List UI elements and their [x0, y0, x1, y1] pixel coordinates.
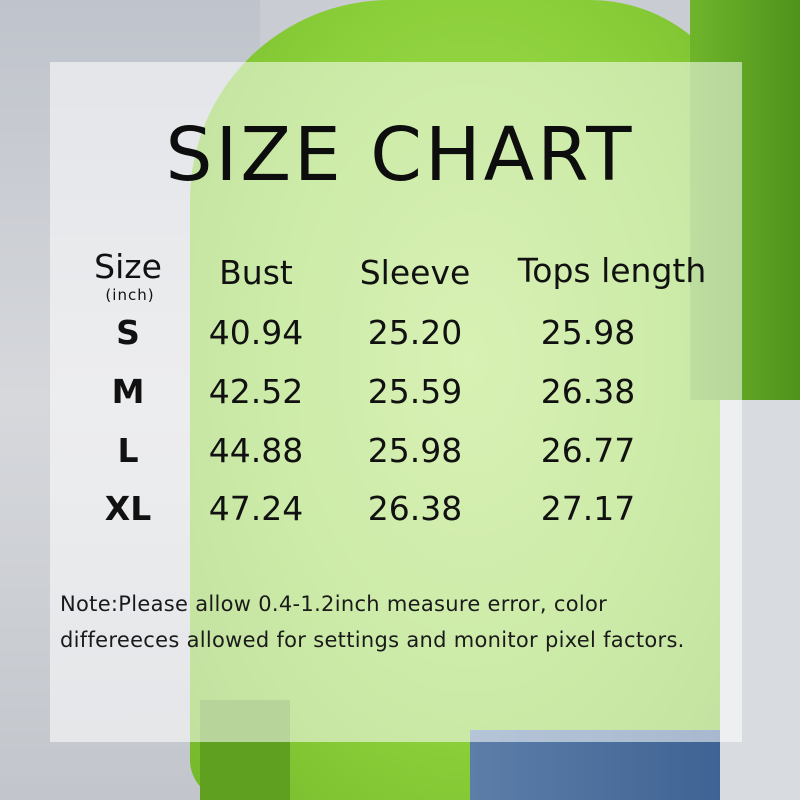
cell-tops-length: 27.17 — [540, 489, 636, 528]
cell-bust: 40.94 — [208, 313, 304, 352]
cell-sleeve: 25.59 — [367, 372, 463, 411]
header-sleeve: Sleeve — [359, 253, 471, 292]
chart-title: SIZE CHART — [165, 112, 635, 198]
note-line-1: Note:Please allow 0.4-1.2inch measure er… — [60, 592, 608, 616]
header-bust: Bust — [219, 253, 293, 292]
cell-size: L — [117, 431, 139, 470]
size-chart-panel — [50, 62, 742, 742]
cell-bust: 42.52 — [208, 372, 304, 411]
header-tops-length: Tops length — [517, 251, 707, 290]
cell-sleeve: 26.38 — [367, 489, 463, 528]
cell-size: XL — [104, 489, 152, 528]
cell-size: S — [116, 313, 140, 352]
cell-tops-length: 26.77 — [540, 431, 636, 470]
cell-sleeve: 25.20 — [367, 313, 463, 352]
cell-tops-length: 25.98 — [540, 313, 636, 352]
cell-sleeve: 25.98 — [367, 431, 463, 470]
header-size: Size — [94, 247, 162, 286]
cell-bust: 44.88 — [208, 431, 304, 470]
cell-size: M — [111, 372, 145, 411]
cell-tops-length: 26.38 — [540, 372, 636, 411]
note-line-2: differeeces allowed for settings and mon… — [60, 628, 685, 652]
unit-label: (inch) — [105, 286, 155, 304]
cell-bust: 47.24 — [208, 489, 304, 528]
